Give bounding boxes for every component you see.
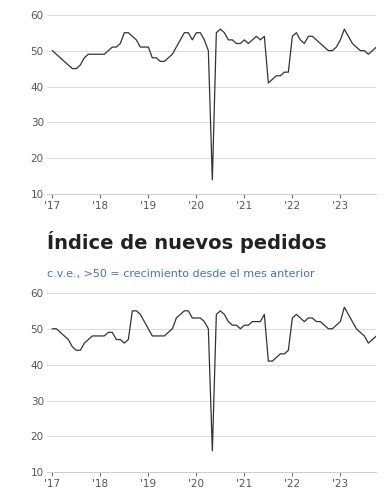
Text: c.v.e., >50 = crecimiento desde el mes anterior: c.v.e., >50 = crecimiento desde el mes a… xyxy=(47,269,314,278)
Text: Índice de nuevos pedidos: Índice de nuevos pedidos xyxy=(47,231,326,253)
